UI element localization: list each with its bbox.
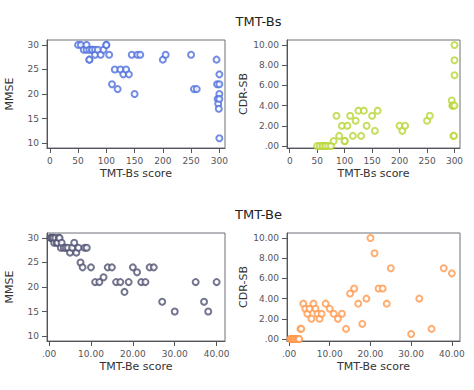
svg-text:2.00: 2.00	[259, 121, 279, 131]
svg-text:.00: .00	[282, 349, 297, 359]
svg-text:.00: .00	[42, 349, 57, 359]
svg-text:TMT-Bs score: TMT-Bs score	[337, 167, 410, 180]
svg-text:TMT-Be score: TMT-Be score	[99, 360, 173, 373]
svg-text:CDR-SB: CDR-SB	[237, 73, 250, 115]
svg-text:2.00: 2.00	[259, 314, 279, 324]
svg-text:250: 250	[183, 156, 200, 166]
svg-text:40.00: 40.00	[204, 349, 230, 359]
svg-text:8.00: 8.00	[259, 60, 279, 70]
svg-text:200: 200	[154, 156, 171, 166]
svg-text:15: 15	[28, 307, 39, 317]
svg-text:20.00: 20.00	[358, 349, 384, 359]
svg-text:6.00: 6.00	[259, 80, 279, 90]
svg-text:25: 25	[28, 257, 39, 267]
svg-text:MMSE: MMSE	[3, 270, 16, 303]
svg-text:6.00: 6.00	[259, 273, 279, 283]
svg-text:300: 300	[211, 156, 228, 166]
svg-text:TMT-Be: TMT-Be	[234, 207, 282, 222]
svg-text:10: 10	[28, 331, 40, 341]
svg-text:300: 300	[446, 156, 463, 166]
svg-text:CDR-SB: CDR-SB	[237, 266, 250, 308]
svg-text:20: 20	[28, 89, 40, 99]
svg-text:MMSE: MMSE	[3, 77, 16, 110]
svg-text:TMT-Be score: TMT-Be score	[336, 360, 410, 373]
svg-text:30: 30	[28, 40, 40, 50]
svg-text:4.00: 4.00	[259, 294, 279, 304]
svg-text:30: 30	[28, 233, 40, 243]
svg-text:25: 25	[28, 64, 39, 74]
svg-text:30.00: 30.00	[398, 349, 424, 359]
svg-text:10.00: 10.00	[253, 40, 279, 50]
svg-text:50: 50	[311, 156, 323, 166]
svg-text:10.00: 10.00	[317, 349, 343, 359]
svg-text:.00: .00	[265, 141, 280, 151]
svg-text:10.00: 10.00	[78, 349, 104, 359]
svg-text:50: 50	[72, 156, 84, 166]
svg-text:30.00: 30.00	[162, 349, 188, 359]
svg-text:0: 0	[287, 156, 293, 166]
svg-text:150: 150	[364, 156, 381, 166]
svg-text:4.00: 4.00	[259, 101, 279, 111]
svg-text:40.00: 40.00	[439, 349, 465, 359]
svg-text:10: 10	[28, 138, 40, 148]
svg-text:TMT-Bs score: TMT-Bs score	[99, 167, 172, 180]
svg-text:150: 150	[126, 156, 143, 166]
svg-text:.00: .00	[265, 334, 280, 344]
svg-text:TMT-Bs: TMT-Bs	[235, 14, 282, 29]
svg-text:250: 250	[418, 156, 435, 166]
svg-text:20.00: 20.00	[120, 349, 146, 359]
svg-text:0: 0	[47, 156, 53, 166]
svg-text:200: 200	[391, 156, 408, 166]
svg-text:10.00: 10.00	[253, 233, 279, 243]
svg-text:8.00: 8.00	[259, 253, 279, 263]
svg-text:100: 100	[98, 156, 115, 166]
svg-text:100: 100	[336, 156, 353, 166]
svg-text:15: 15	[28, 114, 39, 124]
svg-text:20: 20	[28, 282, 40, 292]
